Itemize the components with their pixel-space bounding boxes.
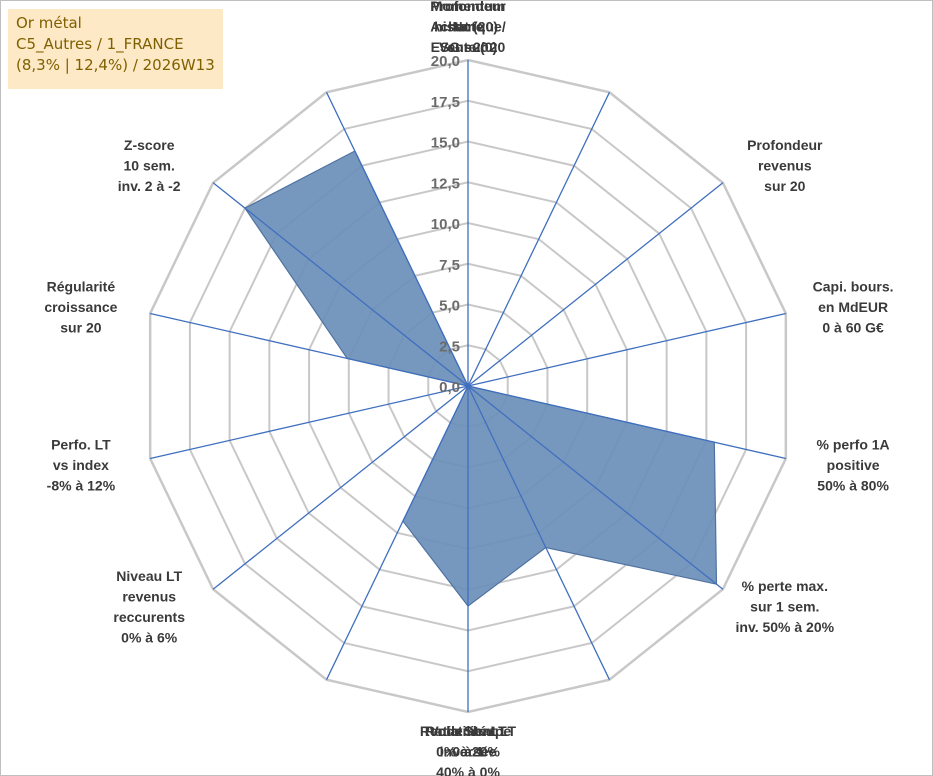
- spoke-7: [467, 385, 611, 680]
- spoke-2: [467, 92, 611, 387]
- tick-label: 2,5: [439, 338, 460, 355]
- axis-label-line: sur 20: [764, 178, 805, 194]
- axis-label-line: Profondeur: [430, 0, 506, 14]
- axis-label-line: vs index: [53, 457, 109, 473]
- axis-label-line: inv. 2 à -2: [118, 178, 181, 194]
- axis-label-line: sur 1 sem.: [750, 599, 819, 615]
- radial-tick-labels: 0,0 2,5 5,0 7,5 10,0 12,5 15,0 17,5 20,0: [431, 53, 460, 396]
- axis-label-line: 0 à 60 G€: [822, 320, 884, 336]
- axis-label-line: -8% à 12%: [47, 477, 116, 493]
- axis-label-6: % perte max. sur 1 sem. inv. 50% à 20%: [736, 578, 835, 635]
- axis-label-14: Momentum Achat (20) / Vente (0): [430, 0, 506, 55]
- axis-label-3: Profondeur revenus sur 20: [747, 137, 823, 194]
- axis-label-line: historique: [434, 19, 502, 35]
- axis-label-line: 0 à 1: [452, 744, 483, 760]
- spoke-6: [467, 385, 724, 590]
- axis-label-line: Momentum: [431, 0, 506, 14]
- tick-label: 15,0: [431, 135, 460, 152]
- axis-label-line: Achat (20) /: [430, 19, 506, 35]
- axis-label-line: revenus: [122, 589, 176, 605]
- axis-label-line: % perfo 1A: [817, 436, 890, 452]
- spoke-3: [467, 182, 724, 387]
- spoke-13: [212, 182, 469, 387]
- tick-label: 20,0: [431, 53, 460, 70]
- axis-label-line: Perfo. LT: [51, 436, 111, 452]
- axis-label-line: Ratio Sharpe: [425, 723, 512, 739]
- axis-label-line: Volatilité LT: [429, 723, 507, 739]
- axis-label-line: Capi. bours.: [813, 279, 894, 295]
- axis-label-11: Perfo. LT vs index -8% à 12%: [47, 436, 116, 493]
- spoke-5: [467, 385, 786, 460]
- axis-label-line: Niveau LT: [116, 568, 182, 584]
- axis-label-line: sur 20: [60, 320, 101, 336]
- axis-label-line: 0% à 20%: [436, 744, 500, 760]
- axis-label-line: sur 20: [447, 39, 488, 55]
- axis-label-5: % perfo 1A positive 50% à 80%: [817, 436, 890, 493]
- axis-label-line: 0% à 6%: [121, 630, 178, 646]
- axis-label-line: Vente (0): [439, 39, 497, 55]
- tick-label: 12,5: [431, 175, 460, 192]
- axis-label-line: % perte max.: [742, 578, 828, 594]
- axis-label-4: Capi. bours. en MdEUR 0 à 60 G€: [813, 279, 894, 336]
- axis-label-line: inv. 50% à 20%: [736, 619, 835, 635]
- asset-stats: (8,3% | 12,4%) / 2026W13: [16, 56, 215, 74]
- series-area: [244, 150, 718, 607]
- tick-label: 7,5: [439, 257, 460, 274]
- axis-label-line: reccurents: [113, 609, 185, 625]
- tick-label: 17,5: [431, 94, 460, 111]
- axis-label-line: Note: [452, 19, 483, 35]
- axis-label-13: Z-score 10 sem. inv. 2 à -2: [118, 137, 181, 194]
- asset-category: C5_Autres / 1_FRANCE: [16, 35, 184, 53]
- axis-label-line: inversée: [440, 744, 497, 760]
- axis-label-12: Régularité croissance sur 20: [44, 279, 117, 336]
- axis-label-10: Niveau LT revenus reccurents 0% à 6%: [113, 568, 185, 646]
- axis-label-line: 10 sem.: [124, 157, 175, 173]
- axis-label-line: Régularité: [47, 279, 116, 295]
- axis-label-line: Rendement LT: [420, 723, 517, 739]
- fund-info-box: Or métal C5_Autres / 1_FRANCE (8,3% | 12…: [8, 9, 223, 89]
- axis-label-9: Rendement LT 0% à 20%: [420, 723, 517, 760]
- spoke-9: [325, 385, 469, 680]
- axis-label-line: 50% à 80%: [817, 477, 889, 493]
- axis-label-line: Profondeur: [747, 137, 823, 153]
- asset-name: Or métal: [16, 14, 82, 32]
- axis-label-8: Ratio Sharpe 0 à 1: [425, 723, 512, 760]
- spoke-12: [150, 312, 469, 387]
- spoke-4: [467, 312, 786, 387]
- spoke-10: [212, 385, 469, 590]
- spoke-11: [150, 385, 469, 460]
- axis-label-line: Z-score: [124, 137, 175, 153]
- tick-label: 5,0: [439, 298, 460, 315]
- axis-label-7: Volatilité LT inversée 40% à 0%: [429, 723, 507, 776]
- axis-label-line: revenus: [758, 157, 812, 173]
- axis-label-line: ESG sur 20: [431, 39, 506, 55]
- axis-label-line: en MdEUR: [818, 299, 888, 315]
- radar-series: [244, 150, 718, 607]
- axis-label-line: 40% à 0%: [436, 764, 500, 776]
- radar-spokes: [150, 60, 786, 712]
- axis-label-2: Profondeur historique sur 20: [430, 0, 506, 55]
- axis-label-1: Note ESG sur 20: [431, 19, 506, 56]
- tick-label: 10,0: [431, 216, 460, 233]
- axis-labels: Note ESG sur 20 Profondeur historique sur 20…: [44, 0, 893, 776]
- spoke-14: [325, 92, 469, 387]
- axis-label-line: croissance: [44, 299, 117, 315]
- tick-label: 0,0: [439, 379, 460, 396]
- axis-label-line: positive: [827, 457, 880, 473]
